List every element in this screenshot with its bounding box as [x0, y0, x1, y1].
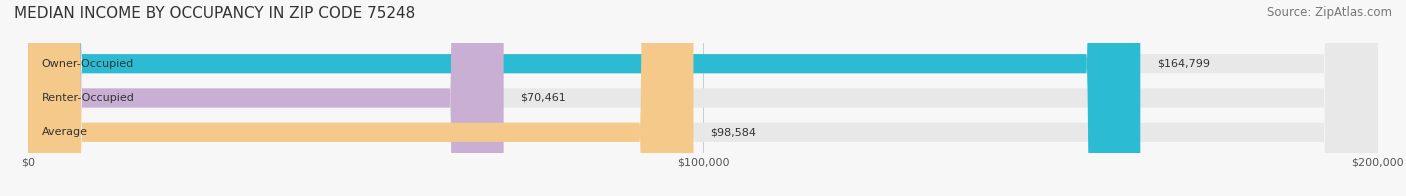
FancyBboxPatch shape — [28, 0, 503, 196]
FancyBboxPatch shape — [28, 0, 693, 196]
Text: MEDIAN INCOME BY OCCUPANCY IN ZIP CODE 75248: MEDIAN INCOME BY OCCUPANCY IN ZIP CODE 7… — [14, 6, 415, 21]
Text: $98,584: $98,584 — [710, 127, 756, 137]
Text: $70,461: $70,461 — [520, 93, 567, 103]
FancyBboxPatch shape — [28, 0, 1378, 196]
Text: $164,799: $164,799 — [1157, 59, 1211, 69]
FancyBboxPatch shape — [28, 0, 1378, 196]
Text: Owner-Occupied: Owner-Occupied — [42, 59, 134, 69]
FancyBboxPatch shape — [28, 0, 1378, 196]
Text: Average: Average — [42, 127, 87, 137]
Text: Renter-Occupied: Renter-Occupied — [42, 93, 135, 103]
Text: Source: ZipAtlas.com: Source: ZipAtlas.com — [1267, 6, 1392, 19]
FancyBboxPatch shape — [28, 0, 1140, 196]
